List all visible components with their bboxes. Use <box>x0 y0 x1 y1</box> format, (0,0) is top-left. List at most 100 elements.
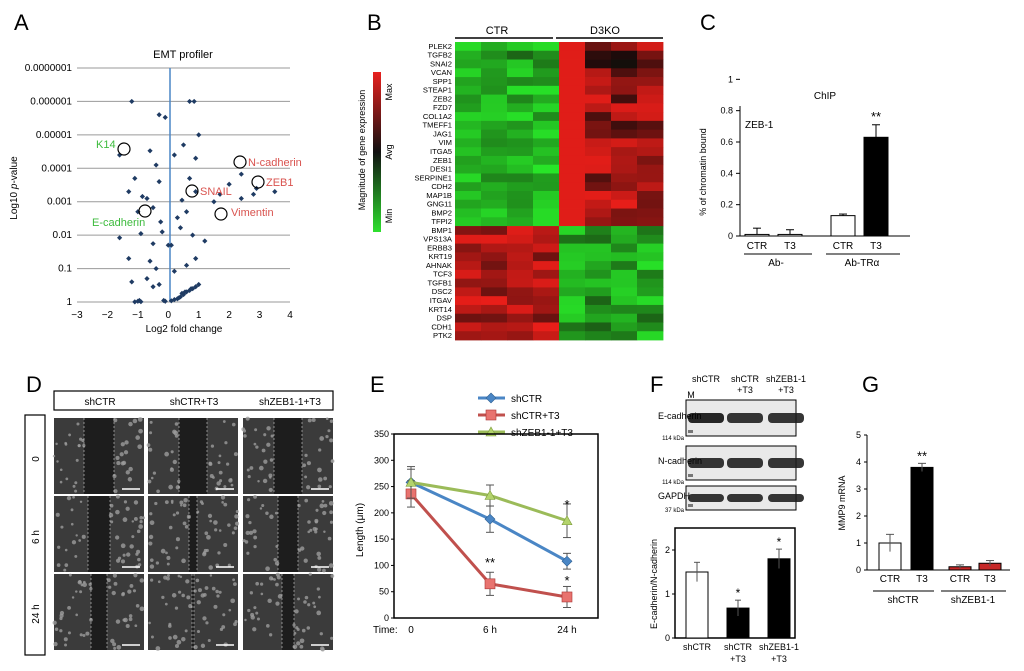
heatmap-cell <box>481 261 508 271</box>
scatter-point <box>196 132 202 138</box>
heatmap-cell <box>507 322 534 332</box>
heatmap-cell <box>637 103 664 113</box>
heatmap-cell <box>455 173 482 183</box>
heatmap-cell <box>611 269 638 280</box>
heatmap-cell <box>585 278 612 288</box>
blot-band <box>727 413 763 423</box>
heatmap-cell <box>637 322 664 332</box>
gene-label: SERPINE1 <box>414 173 452 182</box>
heatmap-cell <box>559 234 586 244</box>
heatmap-cell <box>637 120 664 131</box>
panel-c-ylabel: % of chromatin bound <box>698 128 708 216</box>
scatter-point <box>147 148 153 154</box>
panel-a-ytick: 0.0001 <box>41 163 72 174</box>
panel-a-ytick: 1 <box>66 297 72 308</box>
scatter-point <box>202 238 208 244</box>
heatmap-cell <box>455 287 482 297</box>
heatmap-cell <box>533 173 560 183</box>
scatter-point <box>182 289 188 295</box>
panel-f-ytick: 1 <box>665 589 670 599</box>
mmp9-xtick: CTR <box>950 574 971 585</box>
gene-label: BMP1 <box>431 226 452 235</box>
heatmap-cell <box>611 138 638 148</box>
heatmap-cell <box>611 103 638 113</box>
heatmap-ko-label: D3KO <box>590 25 620 37</box>
heatmap-cell <box>585 164 612 174</box>
heatmap-cell <box>507 243 534 253</box>
chip-bar <box>830 215 856 237</box>
heatmap-cell <box>455 68 482 78</box>
gene-label: ITGAV <box>430 296 453 305</box>
gene-label: TCF3 <box>433 270 452 279</box>
wound-col-shctr-t3: shCTR+T3 <box>170 397 219 408</box>
gene-label: TFPI2 <box>431 217 452 226</box>
k14-circle <box>117 142 131 156</box>
blot-ecadherin-label: E-cadherin <box>658 411 702 421</box>
heatmap-cell <box>455 164 482 174</box>
mmp9-xtick: CTR <box>880 574 901 585</box>
scatter-point <box>168 298 174 304</box>
heatmap-cell <box>637 164 664 174</box>
panel-c-ytick: 0.2 <box>720 200 733 210</box>
heatmap-cell <box>611 217 638 227</box>
heatmap-cell <box>481 50 508 60</box>
heatmap-cell <box>611 147 638 157</box>
scatter-point <box>238 195 244 202</box>
heatmap-cell <box>455 191 482 201</box>
panel-letter-f: F <box>650 372 663 397</box>
colorbar-title: Magnitude of gene expression <box>357 90 367 211</box>
gene-label: ITGA5 <box>430 147 452 156</box>
blot-band <box>688 458 724 468</box>
heatmap-cell <box>455 103 482 113</box>
scatter-point <box>158 219 164 225</box>
scatter-point <box>250 191 257 197</box>
gene-label: PTK2 <box>433 331 452 340</box>
heatmap-cell <box>507 269 534 280</box>
heatmap-cell <box>533 252 560 262</box>
heatmap-cell <box>585 120 612 131</box>
scatter-point <box>153 162 159 168</box>
heatmap-cell <box>611 120 638 131</box>
heatmap-cell <box>481 164 508 174</box>
sig-24h-bottom: * <box>564 573 569 588</box>
heatmap-cell <box>455 322 482 332</box>
gene-label: SNAI2 <box>430 59 452 68</box>
heatmap-cell <box>559 173 586 183</box>
heatmap-cell <box>559 191 586 201</box>
heatmap-cell <box>585 173 612 183</box>
panel-g: 0 1 2 3 4 5 MMP9 mRNA CTR T3 CTR T3 ** shCTR shZE… <box>837 430 1010 606</box>
scatter-point <box>179 197 185 203</box>
label-zeb1: ZEB1 <box>266 177 294 189</box>
heatmap-cell <box>637 252 664 262</box>
heatmap-cell <box>507 304 534 315</box>
gene-label: VCAN <box>431 68 452 77</box>
heatmap-cell <box>637 296 664 306</box>
heatmap-cell <box>481 252 508 262</box>
gene-label: SPP1 <box>433 77 452 86</box>
ratio-sig: * <box>777 535 782 549</box>
panel-a-xtick: 4 <box>287 310 293 321</box>
line-marker <box>485 409 497 421</box>
panel-b: CTR D3KO PLEK2TGFB2SNAI2VCANSPP1STEAP1ZE… <box>357 25 664 341</box>
blot-band <box>688 494 724 502</box>
heatmap-cell <box>533 129 560 139</box>
heatmap-cell <box>533 182 560 192</box>
lane-1: shCTR <box>692 374 721 384</box>
heatmap-cell <box>507 129 534 139</box>
gene-label: TGFB2 <box>428 51 452 60</box>
panel-letter-a: A <box>14 10 29 35</box>
heatmap-cell <box>507 112 534 122</box>
panel-a-ytick: 0.1 <box>58 264 72 275</box>
heatmap-cell <box>611 287 638 297</box>
heatmap-cell <box>507 252 534 262</box>
heatmap-cell <box>611 226 638 236</box>
blot-gapdh-label: GAPDH <box>658 491 690 501</box>
gene-label: DSP <box>436 314 452 323</box>
heatmap-cell <box>585 50 612 60</box>
heatmap-cell <box>559 278 586 288</box>
legend-entry: shCTR <box>511 394 542 405</box>
panel-a-xtick: 2 <box>226 310 232 321</box>
heatmap-cell <box>559 50 586 60</box>
heatmap-cell <box>507 120 534 131</box>
heatmap-cell <box>533 261 560 271</box>
